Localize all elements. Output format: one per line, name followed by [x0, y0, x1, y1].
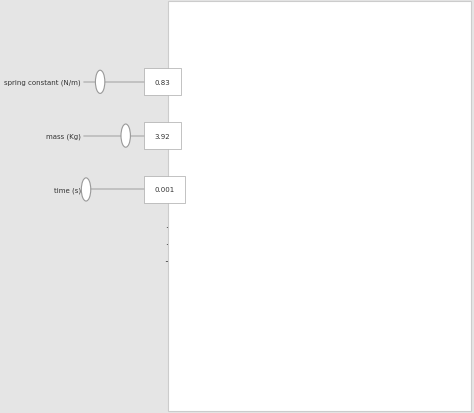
Text: mass (Kg): mass (Kg) — [46, 133, 81, 140]
Text: 3.92: 3.92 — [155, 133, 171, 139]
Text: acceleration (m/s/s): acceleration (m/s/s) — [185, 271, 261, 280]
Text: 0.83: 0.83 — [155, 80, 171, 85]
Text: time (s): time (s) — [54, 187, 81, 193]
Circle shape — [95, 71, 105, 94]
Bar — [400, 282, 454, 299]
Text: velocity (m/s): velocity (m/s) — [185, 147, 237, 156]
Text: time (s): time (s) — [393, 384, 423, 393]
Circle shape — [121, 125, 130, 148]
Circle shape — [82, 178, 91, 202]
Text: time (s): time (s) — [393, 204, 423, 213]
Text: time (s): time (s) — [393, 132, 423, 141]
Text: spring constant (N/m): spring constant (N/m) — [4, 79, 81, 86]
Text: displacement (m): displacement (m) — [185, 15, 252, 24]
Text: 0.001: 0.001 — [155, 187, 175, 193]
Bar — [401, 225, 453, 282]
